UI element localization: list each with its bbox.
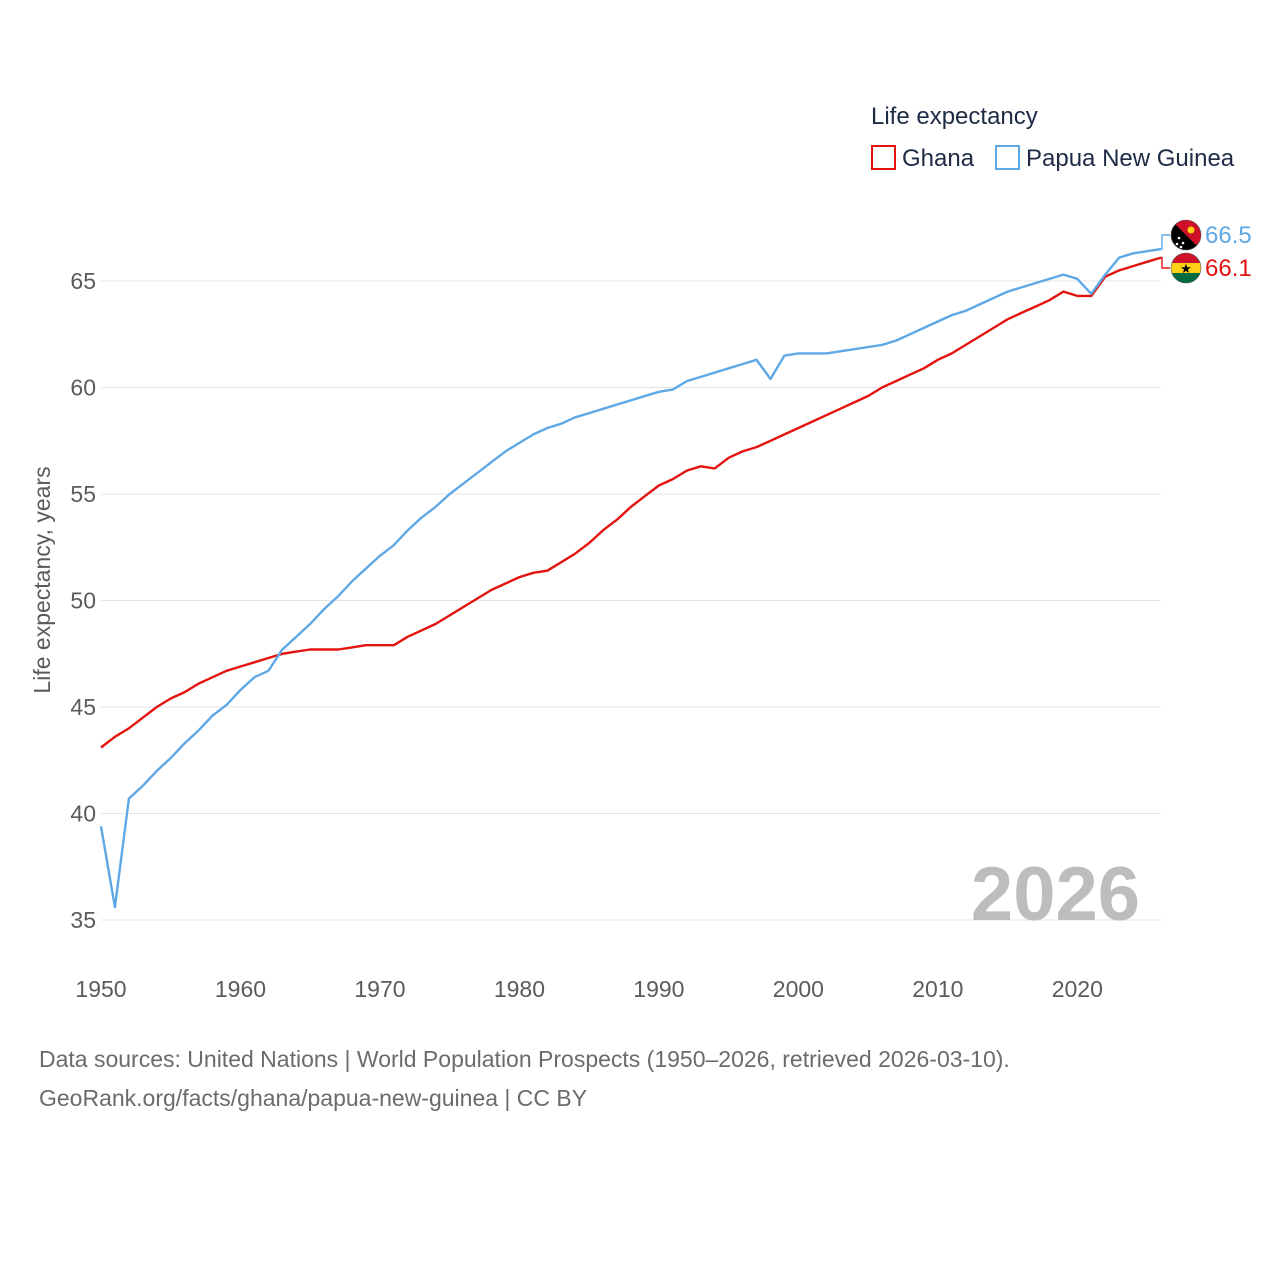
source-url[interactable]: GeoRank.org/facts/ghana/papua-new-guinea…	[39, 1085, 588, 1111]
x-axis-ticks: 1950 1960 1970 1980 1990 2000 2010 2020	[75, 976, 1102, 1002]
line-chart: 35 40 45 50 55 60 65 1950 1960 1970 1980 1990 2000 2…	[29, 103, 1252, 1002]
y-axis-ticks: 35 40 45 50 55 60 65	[70, 268, 96, 933]
end-label-papua-new-guinea: 66.5	[1205, 222, 1252, 249]
legend-item-ghana[interactable]: Ghana	[871, 145, 975, 172]
legend-item-papua-new-guinea[interactable]: Papua New Guinea	[995, 145, 1235, 172]
y-tick-label-35: 35	[70, 907, 96, 933]
source-note: Data sources: United Nations | World Pop…	[39, 1046, 1010, 1072]
y-tick-label-45: 45	[70, 694, 96, 720]
legend-title: Life expectancy	[871, 103, 1038, 130]
end-labels: ★ 66.1 66.5	[1161, 219, 1252, 284]
end-label-ghana: 66.1	[1205, 255, 1252, 282]
series-line-papua-new-guinea[interactable]	[99, 247, 1162, 909]
x-tick-label-1970: 1970	[354, 976, 405, 1002]
y-tick-label-40: 40	[70, 801, 96, 827]
papua-new-guinea-flag-icon	[1170, 219, 1202, 251]
legend-label-ghana: Ghana	[902, 145, 975, 172]
svg-text:★: ★	[1180, 261, 1192, 276]
x-tick-label-1990: 1990	[633, 976, 684, 1002]
x-tick-label-1960: 1960	[215, 976, 266, 1002]
end-connector-papua-new-guinea	[1161, 234, 1170, 250]
x-tick-label-2020: 2020	[1052, 976, 1103, 1002]
y-tick-label-60: 60	[70, 375, 96, 401]
legend-swatch-ghana	[871, 145, 896, 170]
legend-label-papua-new-guinea: Papua New Guinea	[1026, 145, 1235, 172]
x-tick-label-1950: 1950	[75, 976, 126, 1002]
y-tick-label-65: 65	[70, 268, 96, 294]
y-tick-label-50: 50	[70, 588, 96, 614]
end-connector-ghana	[1161, 256, 1170, 269]
grid-lines	[101, 280, 1161, 921]
ghana-flag-icon: ★	[1170, 252, 1202, 284]
legend: Life expectancy Ghana Papua New Guinea	[871, 103, 1235, 172]
y-axis-label: Life expectancy, years	[29, 466, 55, 693]
year-watermark: 2026	[971, 852, 1140, 937]
y-tick-label-55: 55	[70, 481, 96, 507]
x-tick-label-2010: 2010	[912, 976, 963, 1002]
legend-swatch-papua-new-guinea	[995, 145, 1020, 170]
x-tick-label-1980: 1980	[494, 976, 545, 1002]
x-tick-label-2000: 2000	[773, 976, 824, 1002]
series-layer	[99, 247, 1162, 909]
